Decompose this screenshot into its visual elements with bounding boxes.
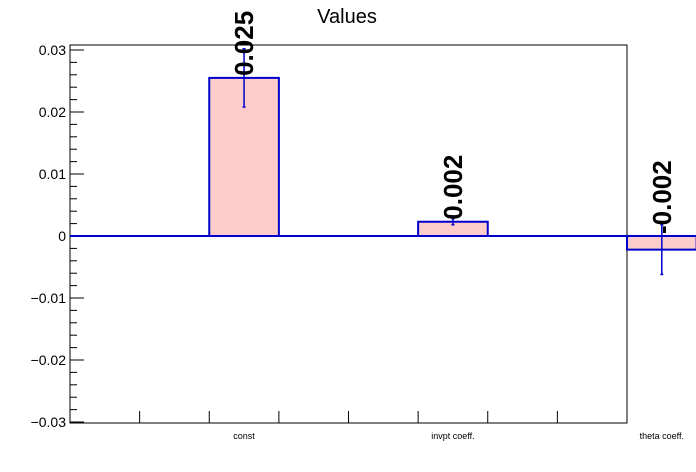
x-category-label: theta coeff.	[640, 431, 684, 441]
error-bars	[242, 48, 664, 276]
y-axis: −0.03 −0.02 −0.01 0 0.01 0.02 0.03	[31, 42, 84, 430]
x-category-label: const	[233, 431, 255, 441]
y-tick-label: −0.02	[31, 352, 67, 368]
plot-frame	[69, 44, 628, 424]
bar-value-label: 0.025	[229, 11, 259, 76]
y-tick-label: 0.01	[39, 166, 66, 182]
y-tick-label: 0	[58, 228, 66, 244]
bar-value-label: -0.002	[647, 160, 677, 234]
y-tick-label: 0.02	[39, 104, 66, 120]
y-tick-label: −0.03	[31, 414, 67, 430]
x-axis: const invpt coeff. theta coeff.	[139, 411, 684, 441]
y-tick-label: 0.03	[39, 42, 66, 58]
bar-labels: 0.025 0.002 -0.002	[229, 11, 677, 234]
y-tick-label: −0.01	[31, 290, 67, 306]
chart-title: Values	[317, 6, 377, 28]
x-category-label: invpt coeff.	[431, 431, 474, 441]
bar-value-label: 0.002	[438, 155, 468, 220]
